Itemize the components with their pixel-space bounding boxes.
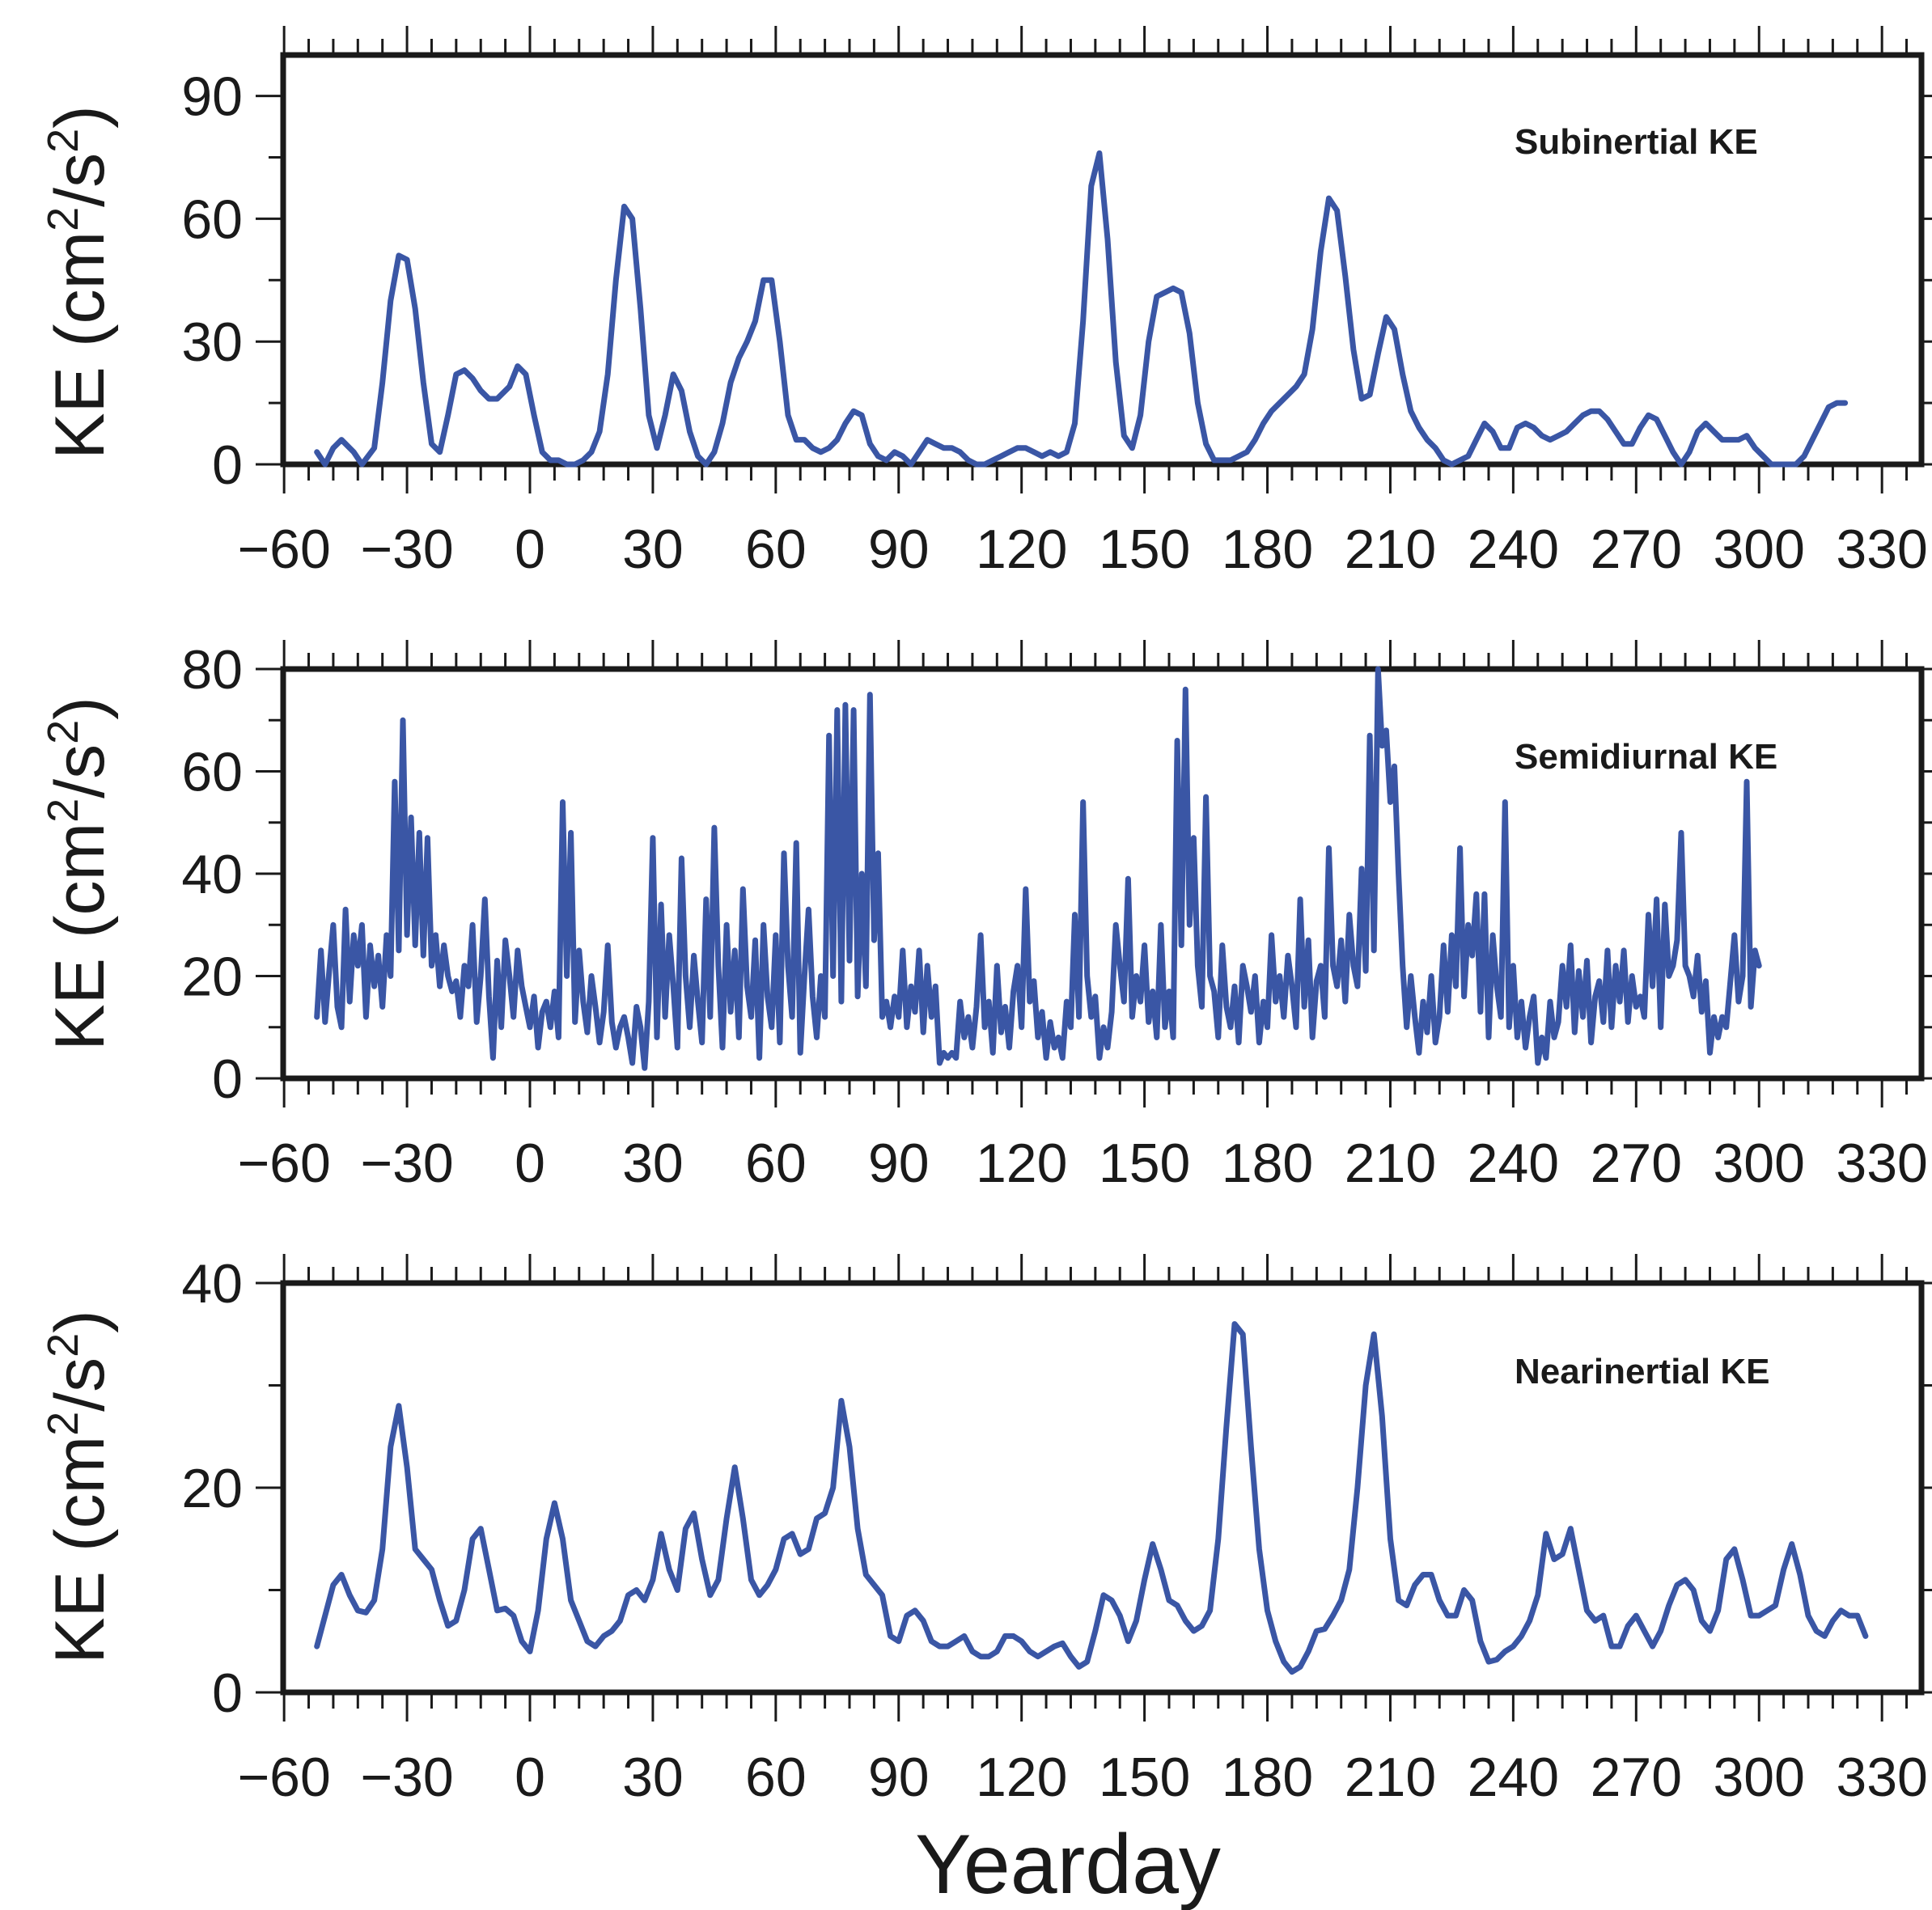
- series-line: [314, 1321, 1869, 1675]
- panel-title: Semidiurnal KE: [1515, 737, 1777, 777]
- x-tick-label: 240: [1468, 1133, 1559, 1194]
- y-tick-label: 60: [181, 188, 243, 250]
- x-tick-label: 60: [745, 1133, 807, 1194]
- x-tick-label: 300: [1713, 519, 1804, 580]
- x-tick-label: 150: [1099, 1747, 1190, 1808]
- y-tick-label: 20: [181, 1458, 243, 1519]
- x-tick-label: 210: [1345, 1133, 1436, 1194]
- y-axis-label-sup: 2: [39, 1412, 87, 1436]
- panel-subinertial: Subinertial KE KE (cm2/s2) −60 −30 0 30 60 90…: [39, 26, 1932, 580]
- y-axis-label: KE (cm2/s2): [39, 697, 119, 1051]
- y-tick-label: 30: [181, 311, 243, 373]
- y-axis-label-mid: /s: [41, 744, 119, 798]
- y-axis-label-end: ): [41, 697, 119, 720]
- x-tick-label: 0: [515, 1747, 545, 1808]
- x-tick-label: 300: [1713, 1747, 1804, 1808]
- y-axis-label-sup: 2: [39, 1333, 87, 1357]
- x-tick-label: 0: [515, 1133, 545, 1194]
- x-tick-label: 60: [745, 519, 807, 580]
- x-tick-label: 270: [1591, 1747, 1682, 1808]
- series-line: [314, 150, 1849, 468]
- panel-title: Nearinertial KE: [1515, 1352, 1769, 1391]
- x-tick-label: −30: [360, 1747, 453, 1808]
- y-tick-label: 0: [212, 434, 243, 496]
- x-tick-label: 240: [1468, 1747, 1559, 1808]
- x-tick-label: 180: [1222, 1747, 1313, 1808]
- y-axis-label-main: KE (cm: [41, 823, 119, 1051]
- x-tick-label: 330: [1836, 1133, 1927, 1194]
- panel-title: Subinertial KE: [1515, 122, 1758, 162]
- x-tick-label: 60: [745, 1747, 807, 1808]
- y-tick-label: 0: [212, 1662, 243, 1724]
- x-tick-label: 90: [868, 1747, 930, 1808]
- x-tick-label: 90: [868, 1133, 930, 1194]
- y-axis-label-end: ): [41, 105, 119, 129]
- x-tick-label: 0: [515, 519, 545, 580]
- x-tick-label: 270: [1591, 519, 1682, 580]
- x-tick-label: 330: [1836, 519, 1927, 580]
- x-tick-label: 270: [1591, 1133, 1682, 1194]
- x-tick-label: 150: [1099, 519, 1190, 580]
- y-axis-label-sup: 2: [39, 798, 87, 823]
- x-tick-label: −60: [237, 519, 330, 580]
- series-line: [314, 666, 1762, 1071]
- plot-frame: [280, 52, 1925, 468]
- y-tick-label: 80: [181, 639, 243, 701]
- y-axis-label-sup: 2: [39, 207, 87, 231]
- x-tick-label: 180: [1222, 1133, 1313, 1194]
- panel-semidiurnal: Semidiurnal KE KE (cm2/s2) −60 −30 0 30 60 90…: [39, 639, 1932, 1194]
- y-axis-label-mid: /s: [41, 153, 119, 207]
- y-axis-label-sup: 2: [39, 129, 87, 153]
- y-tick-label: 20: [181, 947, 243, 1008]
- x-tick-label: 120: [976, 1133, 1067, 1194]
- x-tick-label: 30: [622, 519, 684, 580]
- y-axis-label: KE (cm2/s2): [39, 105, 119, 460]
- x-tick-label: 90: [868, 519, 930, 580]
- y-axis-label-sup: 2: [39, 720, 87, 744]
- x-tick-label: −60: [237, 1747, 330, 1808]
- panel-nearinertial: Nearinertial KE KE (cm2/s2) Yearday −60−…: [39, 1253, 1932, 1910]
- x-tick-label: 210: [1345, 519, 1436, 580]
- x-tick-label: 210: [1345, 1747, 1436, 1808]
- y-tick-label: 90: [181, 66, 243, 128]
- x-tick-label: 30: [622, 1133, 684, 1194]
- y-axis-label: KE (cm2/s2): [39, 1310, 119, 1664]
- x-tick-label: −60: [237, 1133, 330, 1194]
- y-tick-label: 60: [181, 742, 243, 803]
- x-tick-label: −30: [360, 1133, 453, 1194]
- x-tick-label: 330: [1836, 1747, 1927, 1808]
- y-tick-label: 40: [181, 1253, 243, 1315]
- x-tick-label: 120: [976, 519, 1067, 580]
- y-axis-label-mid: /s: [41, 1357, 119, 1412]
- x-tick-label: 240: [1468, 519, 1559, 580]
- y-axis-label-main: KE (cm: [41, 231, 119, 460]
- x-tick-label: 120: [976, 1747, 1067, 1808]
- x-tick-label: 30: [622, 1747, 684, 1808]
- x-tick-label: 150: [1099, 1133, 1190, 1194]
- x-tick-label: 180: [1222, 519, 1313, 580]
- x-tick-label: −30: [360, 519, 453, 580]
- y-tick-label: 0: [212, 1048, 243, 1110]
- x-axis-label: Yearday: [915, 1818, 1221, 1910]
- y-tick-label: 40: [181, 844, 243, 905]
- plot-frame: [280, 1280, 1925, 1696]
- y-axis-label-end: ): [41, 1310, 119, 1333]
- x-tick-label: 300: [1713, 1133, 1804, 1194]
- y-axis-label-main: KE (cm: [41, 1436, 119, 1664]
